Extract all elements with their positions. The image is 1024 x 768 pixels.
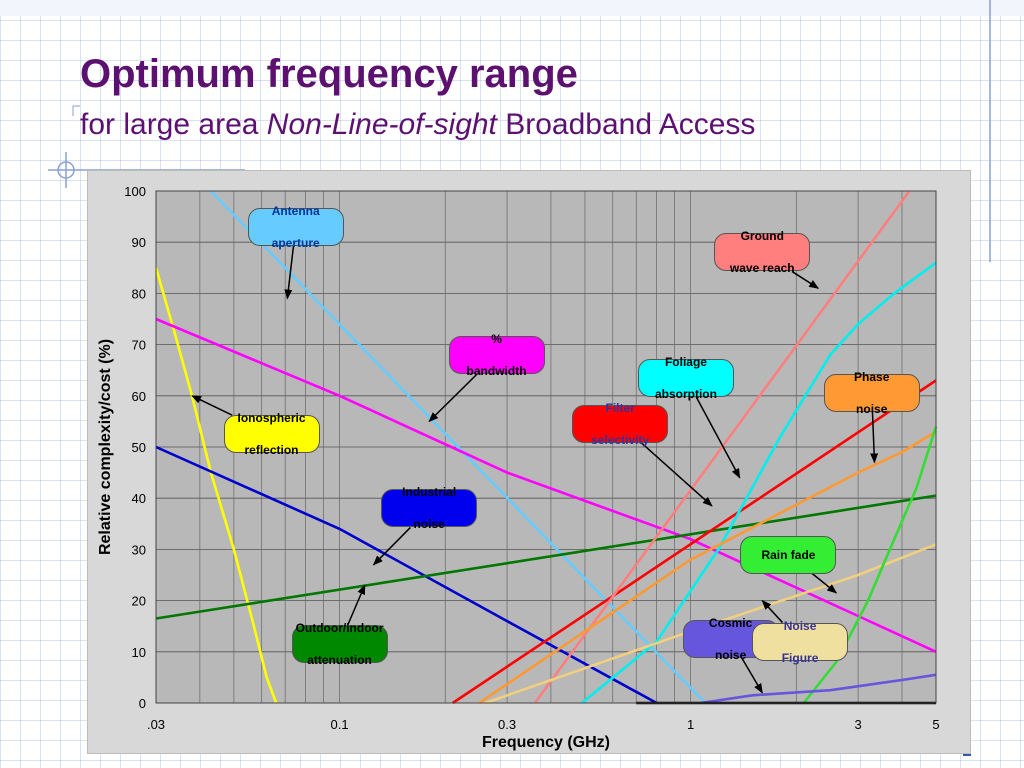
annotation-text: Filter (605, 400, 635, 415)
series-line-9 (484, 543, 937, 705)
annotation-arrow (640, 442, 713, 507)
series-line-7 (581, 261, 937, 705)
series-line-2 (155, 317, 937, 653)
annotation-callout: Phase noise (823, 370, 920, 416)
x-axis-label: Frequency (GHz) (482, 734, 610, 751)
annotation-arrow (791, 270, 820, 289)
y-tick-label: 10 (132, 645, 146, 660)
slide-title: Optimum frequency range (80, 52, 578, 96)
annotation-arrow (761, 599, 784, 624)
y-tick-label: 0 (139, 696, 146, 711)
x-tick-label: 5 (932, 717, 939, 732)
annotation-text: Figure (781, 650, 819, 665)
annotation-text: aperture (271, 235, 320, 250)
annotation-text: Antenna (271, 203, 320, 218)
axes: 0 10 20 30 40 50 60 70 80 90 100 .03 0.1 0.3 1 3 5 (124, 184, 939, 732)
annotation-arrows (191, 245, 879, 694)
y-tick-label: 100 (124, 184, 146, 199)
series-line-6 (533, 190, 911, 704)
annotation-text: attenuation (307, 653, 372, 668)
annotation-text: Phase (854, 370, 890, 385)
annotation-callout: Noise Figure (752, 619, 849, 665)
top-band (0, 0, 1024, 16)
x-tick-label: 3 (855, 717, 862, 732)
annotation-text: Noise (783, 618, 817, 633)
annotation-callout: Ionospheric reflection (223, 411, 320, 457)
annotation-text: reflection (244, 443, 299, 458)
annotation-arrow (284, 245, 295, 300)
y-tick-label: 40 (132, 491, 146, 506)
chart-frame: 0 10 20 30 40 50 60 70 80 90 100 .03 0.1 0.3 1 3 5 Frequ… (87, 170, 971, 754)
annotation-arrow (428, 373, 478, 423)
series-line-8 (478, 430, 937, 705)
annotation-callout: Antenna aperture (247, 204, 344, 250)
annotation-text: Foliage (664, 354, 707, 369)
series-line-1 (209, 190, 707, 704)
series-line-10 (802, 426, 938, 704)
annotation-text: selectivity (591, 432, 650, 447)
annotation-arrow (870, 412, 879, 464)
annotation-callout: Rain fade (740, 535, 837, 574)
annotation-text: bandwidth (466, 363, 527, 378)
y-tick-label: 50 (132, 440, 146, 455)
y-tick-label: 60 (132, 389, 146, 404)
subtitle-text: for large area (80, 108, 267, 141)
y-tick-label: 70 (132, 338, 146, 353)
annotation-arrow (347, 584, 366, 626)
annotation-text: Ionospheric (237, 411, 306, 426)
subtitle-emphasis: Non-Line-of-sight (266, 108, 497, 141)
annotation-text: Industrial (402, 485, 457, 500)
slide-subtitle: for large area Non-Line-of-sight Broadba… (80, 108, 755, 142)
annotation-callout: Filter selectivity (572, 401, 669, 447)
annotation-callout: Ground wave reach (714, 229, 811, 275)
series-line-11 (700, 673, 937, 705)
annotation-arrow (695, 396, 741, 479)
annotation-arrow (191, 395, 233, 416)
annotation-text: noise (413, 517, 445, 532)
y-axis-label: Relative complexity/cost (%) (97, 339, 114, 555)
y-tick-label: 20 (132, 594, 146, 609)
x-tick-label: 1 (687, 717, 694, 732)
annotation-callout: % bandwidth (448, 332, 545, 378)
series-line-5 (451, 379, 937, 705)
y-tick-label: 30 (132, 542, 146, 557)
annotation-arrow (741, 657, 763, 694)
x-tick-label: 0.1 (331, 717, 349, 732)
annotation-callout: Outdoor/indoor attenuation (291, 621, 388, 667)
series-line-0 (154, 267, 278, 704)
annotation-arrow (372, 526, 411, 566)
annotation-callout: Foliage absorption (637, 355, 734, 401)
annotation-text: Cosmic (708, 616, 753, 630)
annotation-text: absorption (654, 386, 717, 401)
annotation-text: Outdoor/indoor (295, 621, 384, 636)
chart: 0 10 20 30 40 50 60 70 80 90 100 .03 0.1 0.3 1 3 5 Frequ… (97, 184, 940, 751)
y-tick-label: 90 (132, 235, 146, 250)
annotation-text: wave reach (729, 261, 795, 276)
annotation-callout: Industrial noise (381, 485, 478, 531)
annotation-text: Ground (740, 229, 784, 244)
x-tick-label: 0.3 (498, 717, 516, 732)
annotation-text: Rain fade (761, 547, 816, 562)
annotation-text: noise (856, 402, 888, 417)
y-tick-label: 80 (132, 286, 146, 301)
plot-border (155, 190, 937, 704)
annotation-text: noise (714, 648, 747, 662)
x-tick-label: .03 (147, 717, 165, 732)
series-line-3 (155, 445, 658, 705)
annotation-text: % (491, 331, 502, 346)
annotation-arrow (811, 572, 838, 594)
series-line-4 (155, 494, 937, 620)
subtitle-text-end: Broadband Access (496, 108, 756, 141)
series-lines (154, 190, 938, 705)
